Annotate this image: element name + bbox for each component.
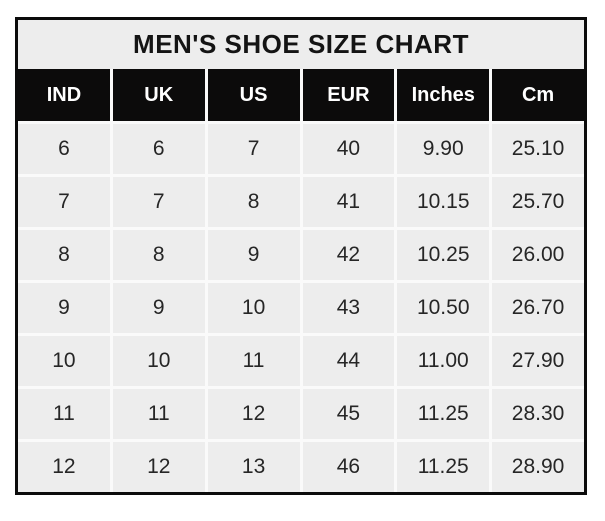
table-cell: 8 xyxy=(207,177,300,227)
table-cell: 26.00 xyxy=(492,230,584,280)
table-cell: 8 xyxy=(18,230,110,280)
table-cell: 10 xyxy=(18,336,110,386)
table-cell: 7 xyxy=(207,124,300,174)
table-cell: 41 xyxy=(302,177,395,227)
table-cell: 9 xyxy=(207,230,300,280)
table-cell: 6 xyxy=(112,124,205,174)
table-cell: 26.70 xyxy=(492,283,584,333)
table-cell: 28.90 xyxy=(492,442,584,492)
table-cell: 13 xyxy=(207,442,300,492)
table-cell: 8 xyxy=(112,230,205,280)
table-cell: 44 xyxy=(302,336,395,386)
table-cell: 12 xyxy=(112,442,205,492)
table-cell: 9 xyxy=(112,283,205,333)
column-header-cm: Cm xyxy=(492,69,584,121)
table-cell: 43 xyxy=(302,283,395,333)
table-cell: 28.30 xyxy=(492,389,584,439)
table-cell: 40 xyxy=(302,124,395,174)
table-cell: 9.90 xyxy=(397,124,490,174)
table-cell: 25.10 xyxy=(492,124,584,174)
table-cell: 27.90 xyxy=(492,336,584,386)
column-header-uk: UK xyxy=(112,69,205,121)
size-table: IND UK US EUR Inches Cm 6 6 7 40 9.90 25.10 7 7… xyxy=(18,69,584,492)
table-cell: 11.00 xyxy=(397,336,490,386)
table-cell: 10 xyxy=(207,283,300,333)
table-cell: 11.25 xyxy=(397,389,490,439)
table-cell: 12 xyxy=(207,389,300,439)
table-cell: 11.25 xyxy=(397,442,490,492)
column-header-us: US xyxy=(207,69,300,121)
column-header-eur: EUR xyxy=(302,69,395,121)
chart-title: MEN'S SHOE SIZE CHART xyxy=(18,20,584,69)
table-cell: 10.50 xyxy=(397,283,490,333)
table-cell: 11 xyxy=(18,389,110,439)
table-cell: 25.70 xyxy=(492,177,584,227)
table-cell: 11 xyxy=(112,389,205,439)
table-cell: 10 xyxy=(112,336,205,386)
table-cell: 10.25 xyxy=(397,230,490,280)
column-header-inches: Inches xyxy=(397,69,490,121)
table-cell: 11 xyxy=(207,336,300,386)
column-header-ind: IND xyxy=(18,69,110,121)
table-cell: 12 xyxy=(18,442,110,492)
table-cell: 9 xyxy=(18,283,110,333)
table-cell: 46 xyxy=(302,442,395,492)
table-cell: 10.15 xyxy=(397,177,490,227)
table-cell: 45 xyxy=(302,389,395,439)
table-cell: 7 xyxy=(112,177,205,227)
table-cell: 6 xyxy=(18,124,110,174)
table-cell: 42 xyxy=(302,230,395,280)
table-cell: 7 xyxy=(18,177,110,227)
shoe-size-chart: MEN'S SHOE SIZE CHART IND UK US EUR Inch… xyxy=(15,17,587,495)
